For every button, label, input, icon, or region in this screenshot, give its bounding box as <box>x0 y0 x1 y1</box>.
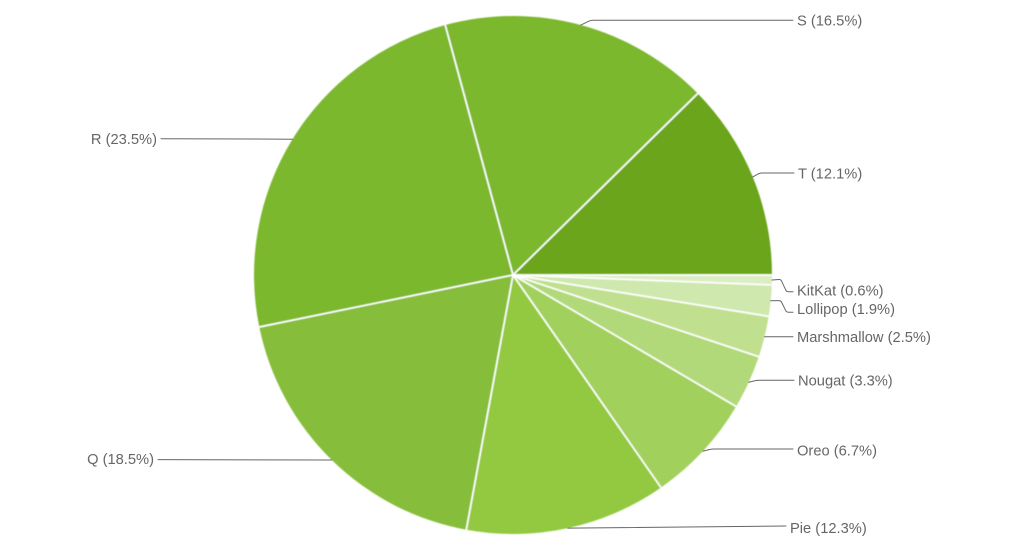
svg-text:Oreo (6.7%): Oreo (6.7%) <box>797 443 877 459</box>
svg-text:Pie (12.3%): Pie (12.3%) <box>790 521 867 537</box>
svg-text:Q (18.5%): Q (18.5%) <box>87 452 154 468</box>
svg-text:Marshmallow (2.5%): Marshmallow (2.5%) <box>797 330 931 346</box>
svg-text:KitKat (0.6%): KitKat (0.6%) <box>797 283 884 299</box>
svg-text:T (12.1%): T (12.1%) <box>798 166 862 182</box>
svg-text:Lollipop (1.9%): Lollipop (1.9%) <box>797 302 895 318</box>
svg-text:R (23.5%): R (23.5%) <box>91 132 157 148</box>
svg-text:Nougat (3.3%): Nougat (3.3%) <box>798 374 893 390</box>
svg-text:S (16.5%): S (16.5%) <box>797 14 862 30</box>
